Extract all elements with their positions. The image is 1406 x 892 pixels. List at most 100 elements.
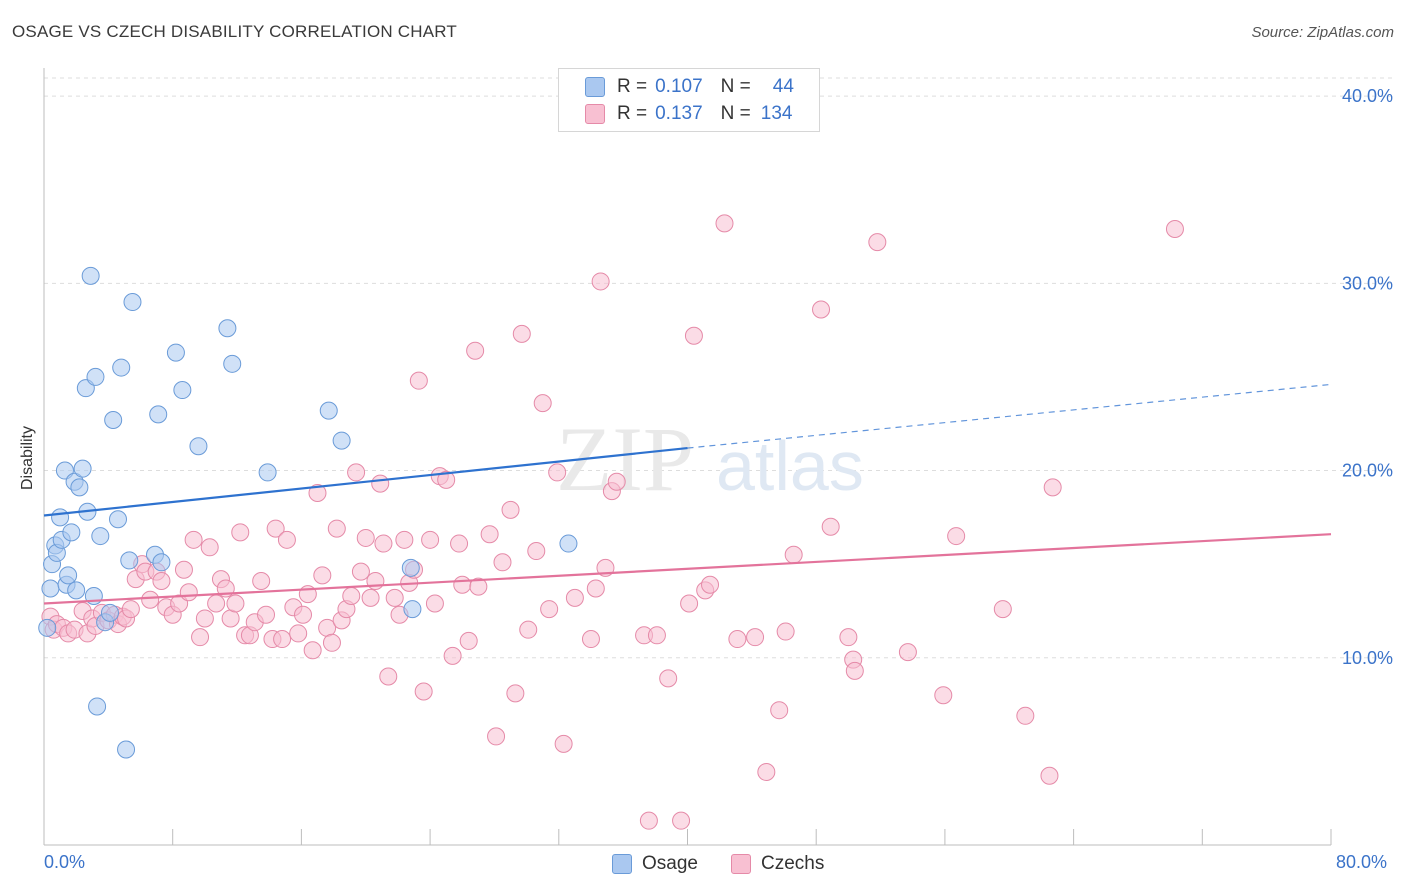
czechs-point xyxy=(141,590,160,609)
y-tick-label: 20.0% xyxy=(1342,461,1393,481)
czechs-point xyxy=(191,628,210,647)
osage-point xyxy=(67,581,86,600)
osage-point xyxy=(559,534,578,553)
czechs-point xyxy=(231,523,250,542)
czechs-point xyxy=(421,530,440,549)
czechs-point xyxy=(121,600,140,619)
legend: R = 0.107 N = 44 R = 0.137 N = 134 xyxy=(558,68,820,132)
legend-n-value: 134 xyxy=(760,103,793,124)
czechs-point xyxy=(1043,478,1062,497)
czechs-point xyxy=(548,463,567,482)
czechs-point xyxy=(277,530,296,549)
czechs-point xyxy=(728,630,747,649)
czechs-trend-line xyxy=(43,533,1332,605)
osage-point xyxy=(109,510,128,529)
bottom-legend-swatch-osage xyxy=(612,854,632,874)
osage-point xyxy=(59,566,78,585)
x-tick-max: 80.0% xyxy=(1336,852,1388,872)
czechs-point xyxy=(351,562,370,581)
legend-swatch-czechs xyxy=(585,104,605,124)
czechs-point xyxy=(327,519,346,538)
bottom-legend-swatch-czechs xyxy=(731,854,751,874)
bottom-legend-czechs: Czechs xyxy=(731,851,824,877)
czechs-point xyxy=(385,588,404,607)
legend-row-osage: R = 0.107 N = 44 xyxy=(585,75,794,99)
czechs-point xyxy=(519,620,538,639)
czechs-point xyxy=(371,474,390,493)
czechs-point xyxy=(1016,706,1035,725)
czechs-point xyxy=(379,667,398,686)
legend-r-label: R = xyxy=(617,103,648,124)
trend-lines xyxy=(43,383,1332,605)
osage-point xyxy=(258,463,277,482)
czechs-point xyxy=(868,233,887,252)
czechs-point xyxy=(527,542,546,561)
czechs-point xyxy=(437,470,456,489)
osage-point xyxy=(332,431,351,450)
czechs-point xyxy=(506,684,525,703)
osage-point xyxy=(73,459,92,478)
bottom-legend-label-osage: Osage xyxy=(642,853,698,874)
grid-lines xyxy=(44,77,1394,659)
czechs-point xyxy=(480,525,499,544)
czechs-point xyxy=(152,572,171,591)
czechs-point xyxy=(1165,220,1184,239)
czechs-point xyxy=(294,605,313,624)
czechs-point xyxy=(257,605,276,624)
czechs-point xyxy=(947,527,966,546)
osage-point xyxy=(104,410,123,429)
czechs-point xyxy=(607,472,626,491)
czechs-point xyxy=(812,300,831,319)
osage-point xyxy=(403,600,422,619)
czechs-point xyxy=(845,661,864,680)
osage-point xyxy=(100,603,119,622)
czechs-point xyxy=(684,326,703,345)
czechs-point xyxy=(776,622,795,641)
czechs-point xyxy=(200,538,219,557)
czechs-point xyxy=(898,643,917,662)
czechs-point xyxy=(501,500,520,519)
osage-point xyxy=(86,367,105,386)
czechs-point xyxy=(746,628,765,647)
czechs-point xyxy=(221,609,240,628)
osage-point xyxy=(120,551,139,570)
czechs-point xyxy=(821,517,840,536)
czechs-point xyxy=(487,727,506,746)
osage-point xyxy=(319,401,338,420)
axes xyxy=(43,68,1332,846)
osage-point xyxy=(88,697,107,716)
czechs-point xyxy=(313,566,332,585)
legend-n-label: N = xyxy=(720,76,751,97)
x-tick-min: 0.0% xyxy=(44,852,86,872)
czechs-point xyxy=(839,628,858,647)
czechs-point xyxy=(374,534,393,553)
czechs-point xyxy=(715,214,734,233)
czechs-point xyxy=(672,811,691,830)
osage-point xyxy=(91,527,110,546)
legend-swatch-osage xyxy=(585,77,605,97)
czechs-point xyxy=(533,394,552,413)
osage-point xyxy=(38,618,57,637)
czechs-point xyxy=(934,686,953,705)
osage-point xyxy=(41,579,60,598)
czechs-point xyxy=(226,594,245,613)
osage-point xyxy=(173,381,192,400)
czechs-point xyxy=(540,600,559,619)
czechs-point xyxy=(466,341,485,360)
czechs-point xyxy=(647,626,666,645)
czechs-point xyxy=(308,484,327,503)
osage-trend-extension xyxy=(687,383,1332,449)
legend-r-label: R = xyxy=(617,76,648,97)
osage-point xyxy=(117,740,136,759)
osage-point xyxy=(123,293,142,312)
czechs-point xyxy=(322,633,341,652)
czechs-point xyxy=(453,575,472,594)
y-tick-label: 40.0% xyxy=(1342,86,1393,106)
y-tick-label: 10.0% xyxy=(1342,648,1393,668)
czechs-point xyxy=(493,553,512,572)
osage-trend-line xyxy=(43,446,688,517)
osage-point xyxy=(51,508,70,527)
osage-point xyxy=(218,319,237,338)
czechs-point xyxy=(303,641,322,660)
